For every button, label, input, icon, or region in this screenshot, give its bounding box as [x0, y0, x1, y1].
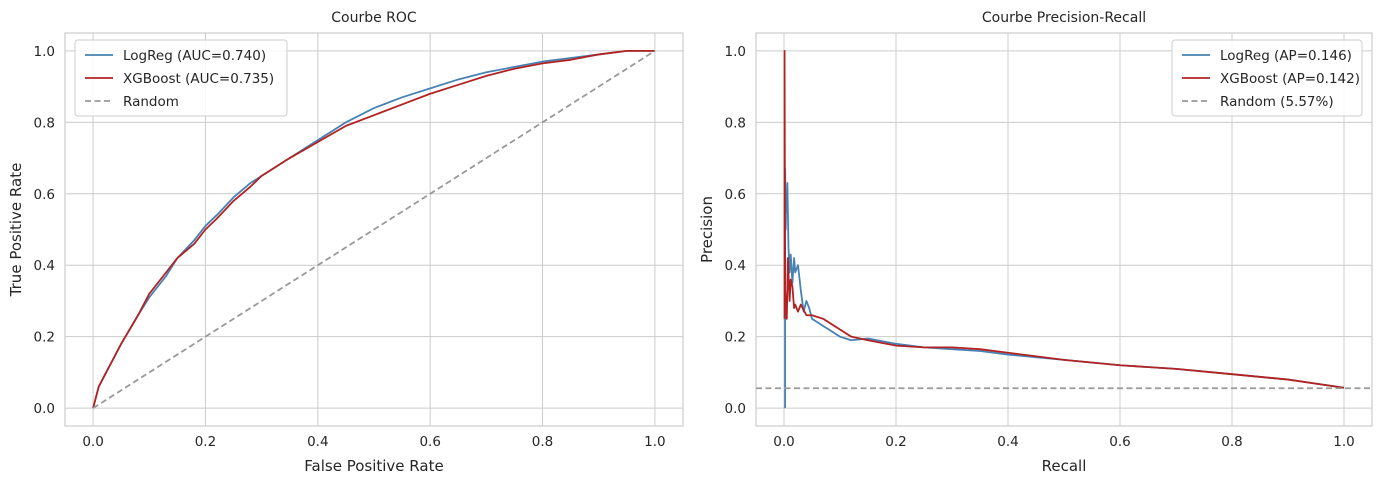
chart-0-x-tick-label: 0.4 — [307, 434, 328, 450]
chart-1-x-tick-label: 0.4 — [997, 434, 1018, 450]
chart-1-plot-frame — [755, 32, 1373, 427]
chart-1-y-tick-label: 0.8 — [725, 115, 746, 131]
chart-0-title: Courbe ROC — [331, 10, 417, 26]
chart-0-plot-frame — [64, 32, 684, 427]
chart-0-x-axis-label: False Positive Rate — [304, 457, 443, 475]
chart-1-x-tick-label: 0.8 — [1221, 434, 1242, 450]
chart-0-y-tick-label: 0.2 — [34, 330, 55, 346]
chart-0-legend-label-0: LogReg (AUC=0.740) — [123, 48, 266, 64]
chart-1-y-tick-label: 0.2 — [725, 330, 746, 346]
chart-0-x-tick-label: 0.0 — [82, 434, 103, 450]
chart-0-legend: LogReg (AUC=0.740) XGBoost (AUC=0.735) Ran… — [74, 39, 288, 117]
chart-1-legend-label-0: LogReg (AP=0.146) — [1220, 48, 1352, 64]
chart-0-y-tick-label: 0.4 — [34, 258, 55, 274]
chart-0-x-tick-label: 0.6 — [419, 434, 440, 450]
chart-0-legend-box — [74, 39, 288, 117]
chart-1-y-tick-label: 0.4 — [725, 258, 746, 274]
chart-1-title: Courbe Precision-Recall — [982, 10, 1146, 26]
chart-0-x-tick-label: 0.8 — [532, 434, 553, 450]
chart-1-legend-label-1: XGBoost (AP=0.142) — [1220, 71, 1360, 87]
chart-1-x-tick-label: 0.6 — [1109, 434, 1130, 450]
chart-0-legend-label-2: Random — [123, 94, 179, 110]
precision-recall-chart: 0.0 0.2 0.4 0.6 0.8 1.0 0.0 0.2 0.4 0.6 0.8 1.0 Cour… — [698, 10, 1373, 475]
chart-1-y-tick-label: 1.0 — [725, 44, 746, 60]
chart-0-series-line-2 — [92, 50, 656, 409]
chart-1-y-tick-label: 0.6 — [725, 187, 746, 203]
chart-1-series-line-1 — [783, 49, 1345, 389]
chart-1-series-group — [756, 49, 1372, 409]
chart-1-x-tick-label: 1.0 — [1333, 434, 1354, 450]
chart-1-x-tick-label: 0.2 — [885, 434, 906, 450]
chart-0-series-group — [92, 49, 656, 409]
chart-0-y-tick-label: 1.0 — [34, 44, 55, 60]
chart-1-x-tick-label: 0.0 — [773, 434, 794, 450]
chart-1-y-axis-label: Precision — [698, 196, 716, 263]
chart-1-legend: LogReg (AP=0.146) XGBoost (AP=0.142) Rando… — [1171, 39, 1363, 117]
chart-0-x-tick-label: 0.2 — [195, 434, 216, 450]
roc-chart: 0.0 0.2 0.4 0.6 0.8 1.0 0.0 0.2 0.4 0.6 0.8 1.0 Cour… — [7, 10, 684, 475]
chart-1-x-axis-label: Recall — [1042, 457, 1087, 475]
chart-0-y-axis-label: True Positive Rate — [7, 163, 25, 298]
chart-0-x-tick-label: 1.0 — [644, 434, 665, 450]
chart-1-legend-label-2: Random (5.57%) — [1220, 94, 1334, 110]
chart-0-y-tick-label: 0.6 — [34, 187, 55, 203]
chart-0-y-tick-label: 0.0 — [34, 401, 55, 417]
chart-1-series-line-0 — [784, 167, 1345, 409]
chart-1-legend-box — [1171, 39, 1363, 117]
chart-1-y-tick-label: 0.0 — [725, 401, 746, 417]
chart-0-legend-label-1: XGBoost (AUC=0.735) — [123, 71, 274, 87]
chart-0-y-tick-label: 0.8 — [34, 115, 55, 131]
chart-0-series-line-1 — [92, 49, 655, 409]
